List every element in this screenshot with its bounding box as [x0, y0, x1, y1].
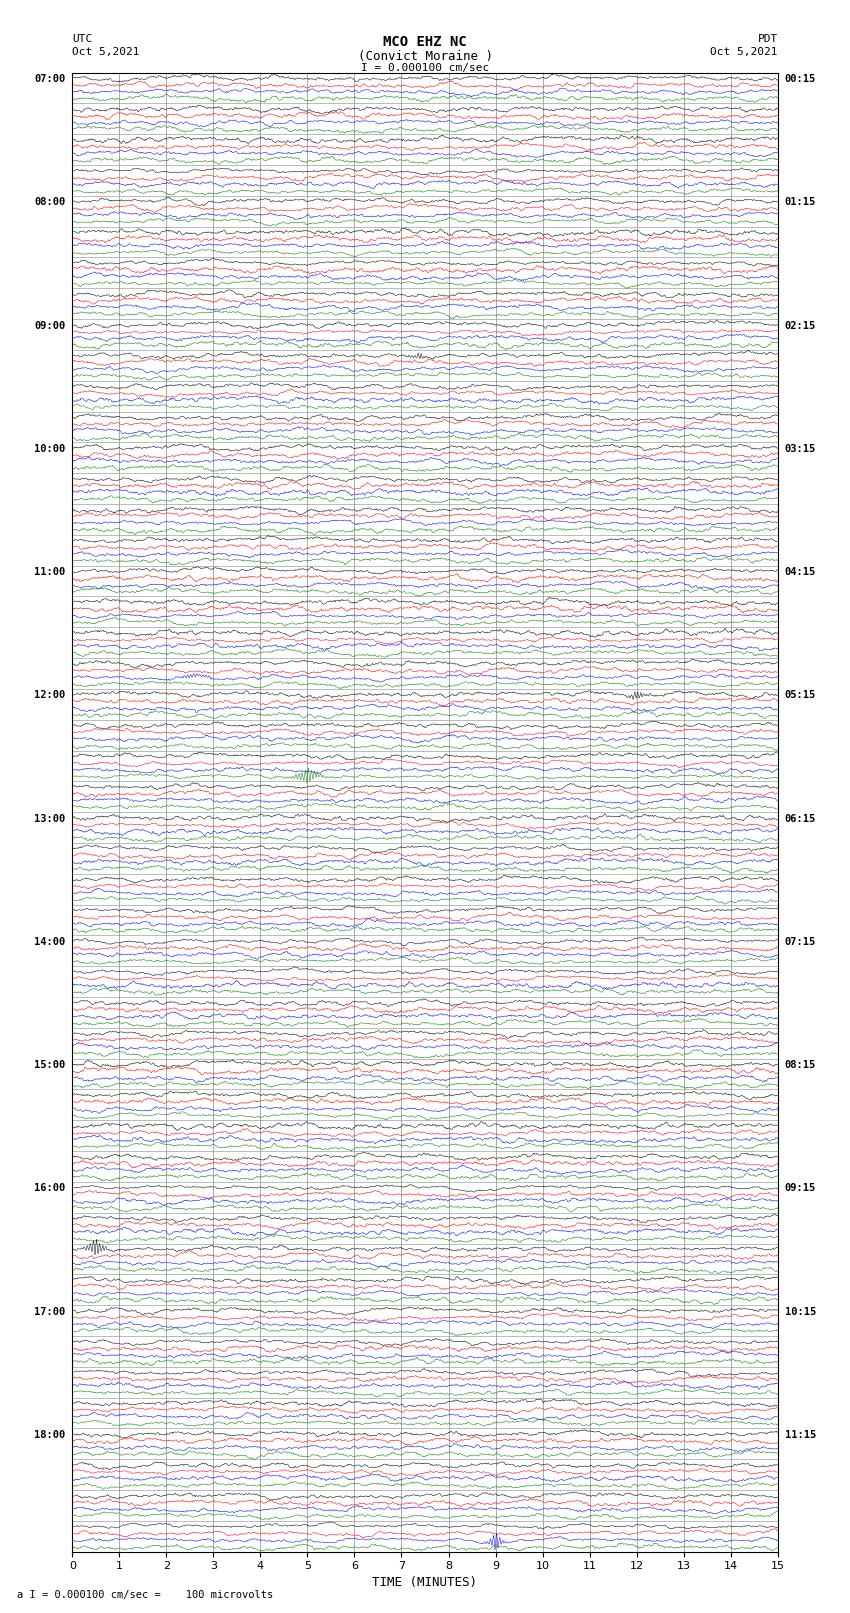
- Text: 17:00: 17:00: [34, 1307, 65, 1316]
- Text: 11:15: 11:15: [785, 1431, 816, 1440]
- X-axis label: TIME (MINUTES): TIME (MINUTES): [372, 1576, 478, 1589]
- Text: 10:00: 10:00: [34, 444, 65, 453]
- Text: 07:00: 07:00: [34, 74, 65, 84]
- Text: 05:15: 05:15: [785, 690, 816, 700]
- Text: 03:15: 03:15: [785, 444, 816, 453]
- Text: 14:00: 14:00: [34, 937, 65, 947]
- Text: 09:00: 09:00: [34, 321, 65, 331]
- Text: 00:15: 00:15: [785, 74, 816, 84]
- Text: UTC: UTC: [72, 34, 93, 44]
- Text: 18:00: 18:00: [34, 1431, 65, 1440]
- Text: 13:00: 13:00: [34, 813, 65, 824]
- Text: 06:15: 06:15: [785, 813, 816, 824]
- Text: 04:15: 04:15: [785, 568, 816, 577]
- Text: 02:15: 02:15: [785, 321, 816, 331]
- Text: Oct 5,2021: Oct 5,2021: [72, 47, 139, 56]
- Text: 07:15: 07:15: [785, 937, 816, 947]
- Text: I = 0.000100 cm/sec: I = 0.000100 cm/sec: [361, 63, 489, 73]
- Text: 08:15: 08:15: [785, 1060, 816, 1069]
- Text: 15:00: 15:00: [34, 1060, 65, 1069]
- Text: 08:00: 08:00: [34, 197, 65, 208]
- Text: 10:15: 10:15: [785, 1307, 816, 1316]
- Text: MCO EHZ NC: MCO EHZ NC: [383, 35, 467, 50]
- Text: 09:15: 09:15: [785, 1184, 816, 1194]
- Text: a I = 0.000100 cm/sec =    100 microvolts: a I = 0.000100 cm/sec = 100 microvolts: [17, 1590, 273, 1600]
- Text: (Convict Moraine ): (Convict Moraine ): [358, 50, 492, 63]
- Text: PDT: PDT: [757, 34, 778, 44]
- Text: 11:00: 11:00: [34, 568, 65, 577]
- Text: Oct 5,2021: Oct 5,2021: [711, 47, 778, 56]
- Text: 12:00: 12:00: [34, 690, 65, 700]
- Text: 01:15: 01:15: [785, 197, 816, 208]
- Text: 16:00: 16:00: [34, 1184, 65, 1194]
